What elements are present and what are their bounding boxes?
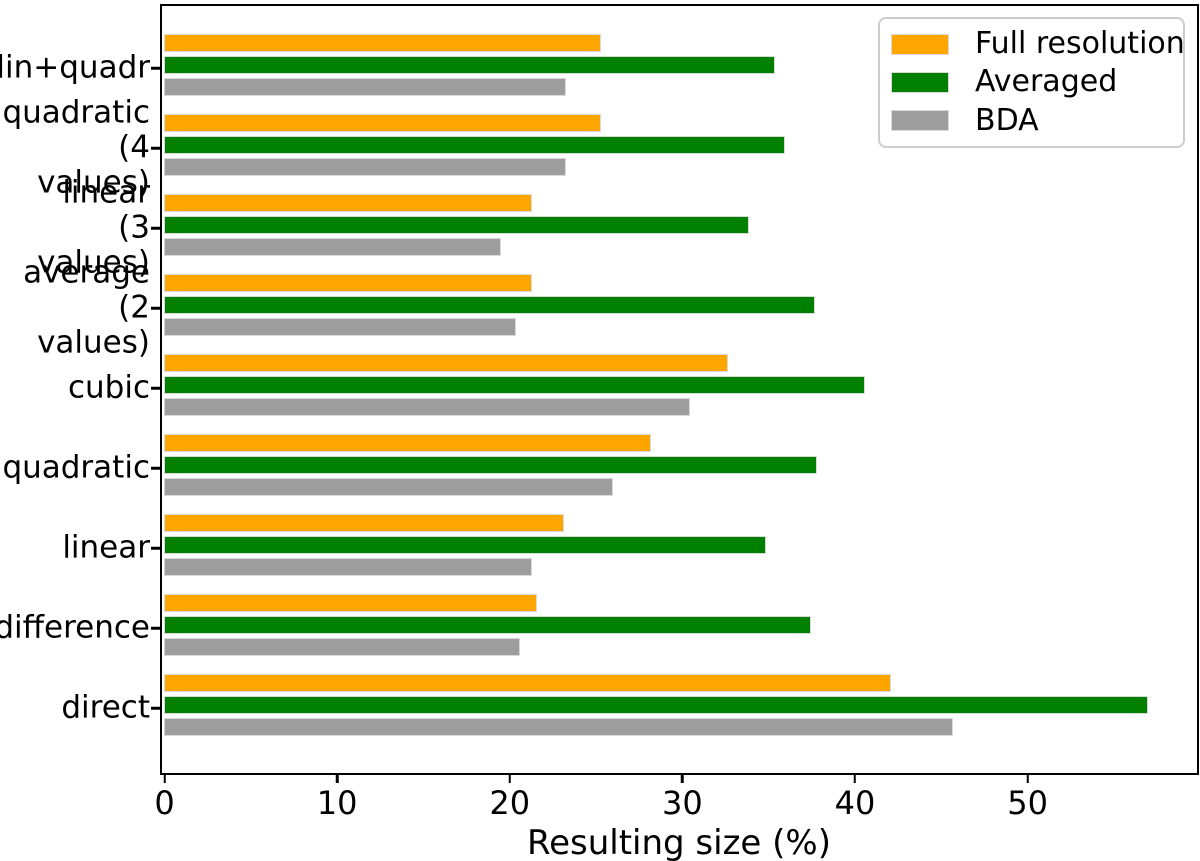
bar-bda: [164, 318, 517, 336]
bar-full-resolution: [164, 194, 532, 212]
bar-full-resolution: [164, 514, 565, 532]
legend-swatch: [891, 33, 949, 55]
x-tick-label: 10: [316, 784, 358, 822]
legend-item-averaged: Averaged: [880, 67, 1183, 97]
legend-label: Averaged: [975, 64, 1118, 100]
bar-bda: [164, 158, 567, 176]
x-tick-label: 40: [834, 784, 876, 822]
y-tick-mark: [151, 146, 160, 150]
y-tick-mark: [151, 66, 160, 70]
bar-full-resolution: [164, 354, 729, 372]
legend-item-bda: BDA: [880, 102, 1183, 138]
bar-bda: [164, 638, 520, 656]
y-tick-mark: [151, 226, 160, 230]
y-tick-mark: [151, 386, 160, 390]
bar-full-resolution: [164, 114, 601, 132]
bar-full-resolution: [164, 674, 891, 692]
bar-averaged: [164, 616, 812, 634]
y-tick-mark: [151, 306, 160, 310]
x-tick-mark: [508, 774, 511, 783]
x-tick-mark: [681, 774, 684, 783]
legend-label: Full resolution: [975, 26, 1185, 62]
bar-bda: [164, 398, 691, 416]
bar-bda: [164, 558, 532, 576]
y-category-label: quadratic (4 values): [2, 94, 150, 201]
y-tick-mark: [151, 706, 160, 710]
x-tick-label: 20: [489, 784, 531, 822]
y-category-label: lin+quadr: [0, 49, 150, 86]
bar-averaged: [164, 696, 1148, 714]
bar-bda: [164, 238, 501, 256]
y-category-label: average (2 values): [23, 254, 150, 361]
legend-swatch: [891, 71, 949, 93]
legend: Full resolution Averaged BDA: [878, 17, 1185, 148]
bar-bda: [164, 718, 953, 736]
bar-full-resolution: [164, 34, 601, 52]
y-category-label: quadratic: [2, 449, 150, 486]
x-tick-label: 30: [662, 784, 703, 822]
bar-bda: [164, 78, 567, 96]
x-tick-label: 50: [1007, 784, 1048, 822]
legend-item-full-resolution: Full resolution: [880, 26, 1185, 62]
y-tick-mark: [151, 626, 160, 630]
bar-averaged: [164, 216, 750, 234]
bar-averaged: [164, 456, 817, 474]
bar-full-resolution: [164, 434, 651, 452]
y-tick-mark: [151, 466, 160, 470]
x-tick-label: 0: [154, 784, 175, 822]
legend-swatch: [891, 110, 949, 132]
bar-averaged: [164, 296, 815, 314]
y-category-label: difference: [0, 609, 150, 646]
x-tick-mark: [335, 774, 339, 783]
bar-full-resolution: [164, 594, 537, 612]
y-category-label: direct: [61, 689, 150, 726]
x-tick-mark: [853, 774, 857, 783]
x-tick-mark: [163, 774, 166, 783]
bar-bda: [164, 478, 613, 496]
y-category-label: linear: [62, 529, 150, 566]
y-category-label: cubic: [67, 369, 150, 406]
bar-averaged: [164, 536, 767, 554]
y-tick-mark: [151, 546, 160, 550]
legend-label: BDA: [975, 102, 1039, 138]
y-category-label: linear (3 values): [37, 174, 150, 281]
bar-full-resolution: [164, 274, 532, 292]
x-tick-mark: [1026, 774, 1029, 783]
x-axis-label: Resulting size (%): [526, 823, 831, 861]
bar-averaged: [164, 56, 776, 74]
bar-averaged: [164, 376, 865, 394]
bar-averaged: [164, 136, 786, 154]
